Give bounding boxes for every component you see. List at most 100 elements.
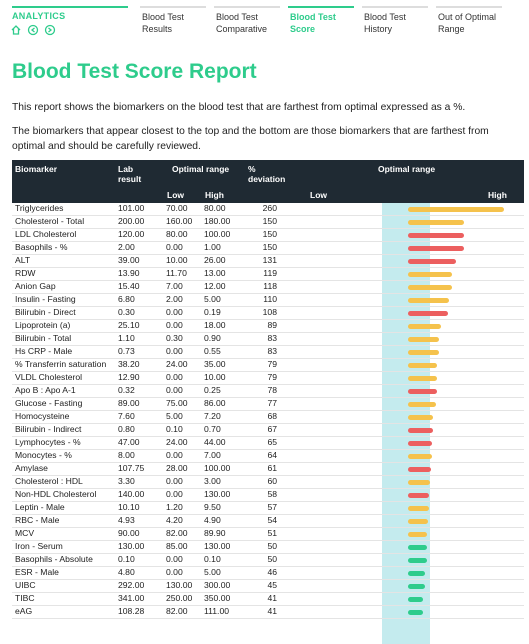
deviation: 58 bbox=[267, 489, 277, 499]
chart-cell bbox=[277, 255, 524, 267]
optimal-high: 10.00 bbox=[204, 372, 226, 382]
optimal-low: 1.20 bbox=[166, 502, 183, 512]
tab[interactable]: Blood Test Results bbox=[142, 12, 184, 34]
biomarker: Triglycerides bbox=[15, 203, 64, 213]
deviation: 51 bbox=[267, 528, 277, 538]
optimal-low: 70.00 bbox=[166, 203, 188, 213]
table-row: % Transferrin saturation 38.20 24.00 35.00 7… bbox=[12, 359, 524, 372]
optimal-low: 0.00 bbox=[166, 476, 183, 486]
table-row: Anion Gap 15.40 7.00 12.00 118 bbox=[12, 281, 524, 294]
tab-line bbox=[288, 6, 354, 8]
table-row: Hs CRP - Male 0.73 0.00 0.55 83 bbox=[12, 346, 524, 359]
biomarker: RBC - Male bbox=[15, 515, 60, 525]
lab-result: 2.00 bbox=[118, 242, 135, 252]
deviation-bar bbox=[408, 206, 505, 212]
deviation-bar bbox=[408, 427, 433, 433]
deviation-bar bbox=[408, 258, 457, 264]
optimal-high: 35.00 bbox=[204, 359, 226, 369]
optimal-high: 111.00 bbox=[204, 606, 230, 616]
header-cell: High bbox=[205, 190, 224, 200]
tab-line bbox=[436, 6, 502, 8]
biomarker: Amylase bbox=[15, 463, 48, 473]
lab-result: 120.00 bbox=[118, 229, 145, 239]
chart-cell bbox=[277, 229, 524, 241]
page-title: Blood Test Score Report bbox=[12, 60, 257, 83]
biomarker: Homocysteine bbox=[15, 411, 70, 421]
lab-result: 15.40 bbox=[118, 281, 140, 291]
optimal-high: 5.00 bbox=[204, 567, 221, 577]
header-cell: % deviation bbox=[248, 164, 286, 184]
chart-cell bbox=[277, 359, 524, 371]
deviation-bar bbox=[408, 245, 464, 251]
biomarker: Leptin - Male bbox=[15, 502, 65, 512]
deviation: 83 bbox=[267, 346, 277, 356]
deviation-bar bbox=[408, 479, 431, 485]
optimal-low: 82.00 bbox=[166, 528, 188, 538]
chart-cell bbox=[277, 515, 524, 527]
optimal-low: 0.00 bbox=[166, 372, 183, 382]
biomarker: Basophils - % bbox=[15, 242, 68, 252]
biomarker: Bilirubin - Direct bbox=[15, 307, 76, 317]
lab-result: 140.00 bbox=[118, 489, 145, 499]
chart-cell bbox=[277, 398, 524, 410]
optimal-low: 75.00 bbox=[166, 398, 188, 408]
biomarker: Anion Gap bbox=[15, 281, 56, 291]
deviation: 64 bbox=[267, 450, 277, 460]
table-row: RDW 13.90 11.70 13.00 119 bbox=[12, 268, 524, 281]
chart-cell bbox=[277, 242, 524, 254]
biomarker: UIBC bbox=[15, 580, 36, 590]
table-row: Lipoprotein (a) 25.10 0.00 18.00 89 bbox=[12, 320, 524, 333]
table-row: Homocysteine 7.60 5.00 7.20 68 bbox=[12, 411, 524, 424]
deviation: 50 bbox=[267, 554, 277, 564]
table-row: Amylase 107.75 28.00 100.00 61 bbox=[12, 463, 524, 476]
table: Biomarker Lab result Optimal range Low H… bbox=[12, 160, 524, 619]
table-row: Bilirubin - Total 1.10 0.30 0.90 83 bbox=[12, 333, 524, 346]
lab-result: 39.00 bbox=[118, 255, 140, 265]
deviation-bar bbox=[408, 440, 433, 446]
table-row: ALT 39.00 10.00 26.00 131 bbox=[12, 255, 524, 268]
optimal-low: 0.00 bbox=[166, 242, 183, 252]
optimal-low: 250.00 bbox=[166, 593, 193, 603]
table-row: RBC - Male 4.93 4.20 4.90 54 bbox=[12, 515, 524, 528]
optimal-low: 0.00 bbox=[166, 346, 183, 356]
tab[interactable]: Blood Test Score bbox=[290, 12, 336, 34]
paragraph: This report shows the biomarkers on the … bbox=[12, 102, 466, 113]
biomarker: Iron - Serum bbox=[15, 541, 63, 551]
deviation-bar bbox=[408, 297, 449, 303]
header-cell: Lab result bbox=[118, 164, 142, 184]
header-cell: Optimal range bbox=[172, 164, 230, 174]
biomarker: RDW bbox=[15, 268, 36, 278]
deviation-bar bbox=[408, 505, 430, 511]
chart-cell bbox=[277, 307, 524, 319]
table-row: Cholesterol : HDL 3.30 0.00 3.00 60 bbox=[12, 476, 524, 489]
optimal-low: 0.00 bbox=[166, 554, 183, 564]
lab-result: 7.60 bbox=[118, 411, 135, 421]
lab-result: 6.80 bbox=[118, 294, 135, 304]
table-row: eAG 108.28 82.00 111.00 41 bbox=[12, 606, 524, 619]
deviation: 45 bbox=[267, 580, 277, 590]
deviation: 89 bbox=[267, 320, 277, 330]
optimal-low: 0.10 bbox=[166, 424, 183, 434]
chart-cell bbox=[277, 333, 524, 345]
lab-result: 1.10 bbox=[118, 333, 135, 343]
chart-cell bbox=[277, 346, 524, 358]
optimal-high: 13.00 bbox=[204, 268, 226, 278]
chart-cell bbox=[277, 372, 524, 384]
deviation-bar bbox=[408, 453, 432, 459]
table-row: Iron - Serum 130.00 85.00 130.00 50 bbox=[12, 541, 524, 554]
optimal-low: 130.00 bbox=[166, 580, 193, 590]
deviation-bar bbox=[408, 401, 437, 407]
tab[interactable]: Out of Optimal Range bbox=[438, 12, 497, 34]
deviation: 61 bbox=[267, 463, 277, 473]
lab-result: 130.00 bbox=[118, 541, 145, 551]
header-cell: Biomarker bbox=[15, 164, 58, 174]
tab[interactable]: Blood Test Comparative bbox=[216, 12, 268, 34]
tab[interactable]: Blood Test History bbox=[364, 12, 406, 34]
biomarker: Lipoprotein (a) bbox=[15, 320, 71, 330]
optimal-low: 0.00 bbox=[166, 450, 183, 460]
chart-cell bbox=[277, 593, 524, 605]
chart-cell bbox=[277, 528, 524, 540]
header-cell: Low bbox=[310, 190, 327, 200]
deviation: 57 bbox=[267, 502, 277, 512]
